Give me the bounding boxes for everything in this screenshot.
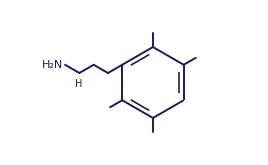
Text: H: H	[75, 79, 82, 89]
Text: H₂N: H₂N	[42, 60, 64, 70]
